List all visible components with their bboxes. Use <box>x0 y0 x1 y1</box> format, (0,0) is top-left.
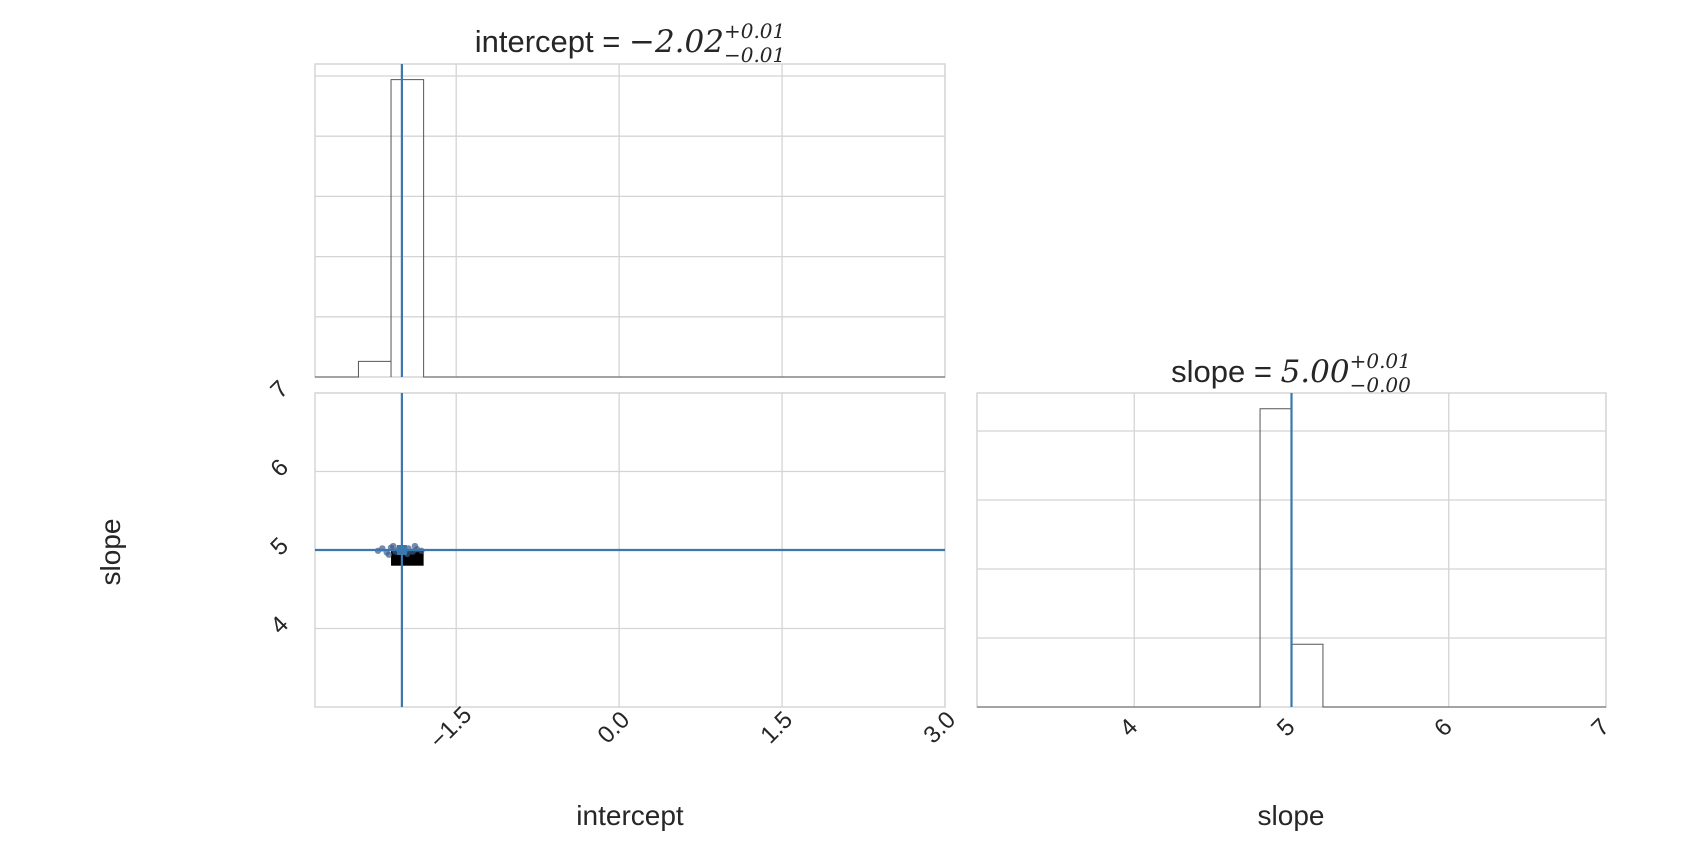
x-tick-labels: 4 5 6 7 <box>1115 713 1615 742</box>
y-tick-label: 6 <box>265 454 294 483</box>
scatter-point <box>411 542 419 550</box>
x-tick-label: 1.5 <box>755 706 798 749</box>
x-tick-label: 6 <box>1429 713 1458 742</box>
y-tick-label: 4 <box>265 611 294 640</box>
title-sub: −0.00 <box>1350 373 1412 397</box>
title-value: −2.02 <box>629 24 724 60</box>
panel-intercept-marginal: intercept = −2.02+0.01 −0.01 <box>314 19 946 378</box>
x-axis-label: intercept <box>576 800 684 831</box>
panel-title: slope = 5.00+0.01 −0.00 <box>1171 349 1411 397</box>
truth-lines <box>315 393 945 707</box>
title-sub: −0.01 <box>724 43 785 67</box>
x-tick-label: 7 <box>1586 713 1615 742</box>
title-sup: +0.01 <box>724 19 785 43</box>
histogram-step <box>315 79 945 378</box>
x-tick-label: 4 <box>1115 713 1144 742</box>
histogram <box>315 79 945 378</box>
grid <box>315 64 946 377</box>
x-axis-label: slope <box>1258 800 1325 831</box>
x-tick-label: −1.5 <box>425 701 478 754</box>
title-prefix: slope = <box>1171 354 1280 389</box>
title-sup: +0.01 <box>1350 349 1411 373</box>
x-tick-label: 5 <box>1272 713 1301 742</box>
title-prefix: intercept = <box>475 24 629 59</box>
title-value: 5.00 <box>1281 354 1350 390</box>
scatter-point <box>390 542 397 550</box>
y-tick-labels: 4 5 6 7 <box>265 375 294 639</box>
panel-title: intercept = −2.02+0.01 −0.01 <box>475 19 786 67</box>
y-tick-label: 7 <box>265 375 294 404</box>
scatter-point <box>385 551 393 558</box>
panel-frame <box>314 63 946 378</box>
x-tick-label: 3.0 <box>918 706 961 749</box>
panel-slope-marginal: 4 5 6 7 slope slope = 5.00+0.01 −0.00 <box>976 349 1615 831</box>
x-tick-label: 0.0 <box>592 706 635 749</box>
y-axis-label: slope <box>95 519 126 586</box>
x-tick-labels: −1.5 0.0 1.5 3.0 <box>425 701 961 754</box>
y-tick-label: 5 <box>265 532 294 561</box>
truth-marker <box>396 545 407 555</box>
panel-joint: −1.5 0.0 1.5 3.0 4 5 6 7 intercept slope <box>95 375 961 831</box>
